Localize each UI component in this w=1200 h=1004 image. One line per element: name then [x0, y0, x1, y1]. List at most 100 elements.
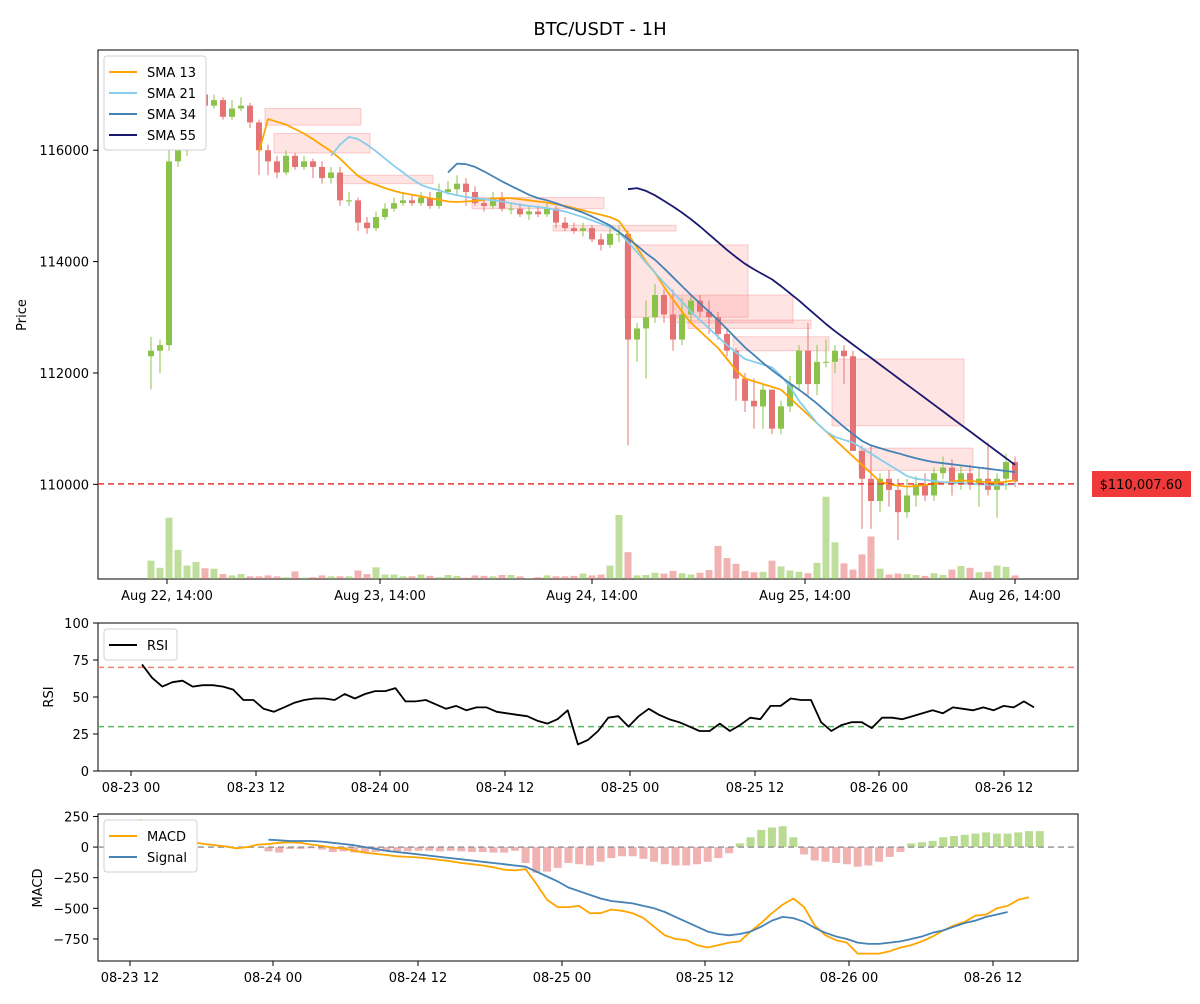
volume-bar	[363, 574, 371, 579]
candle-body	[688, 300, 694, 315]
volume-bar	[579, 573, 587, 579]
price-legend-entry: SMA 55	[147, 129, 196, 144]
macd-histogram-bar	[875, 847, 884, 862]
volume-bar	[615, 515, 623, 579]
price-panel: 110000 112000 114000 116000 Aug 22, 14:00 Aug…	[39, 49, 1079, 604]
volume-bar	[840, 563, 848, 579]
volume-bar	[489, 576, 497, 579]
candle-body	[481, 203, 487, 206]
candle-body	[166, 161, 172, 346]
volume-bar	[741, 570, 749, 579]
price-legend-entry: SMA 21	[147, 87, 196, 102]
sma34-line	[447, 162, 1016, 473]
macd-histogram-bar	[564, 847, 573, 863]
volume-bar	[597, 574, 605, 579]
candle-body	[310, 161, 316, 167]
candle-body	[643, 317, 649, 329]
volume-bar	[264, 575, 272, 579]
volume-bar	[543, 575, 551, 579]
rsi-xtick-label: 08-24 12	[476, 781, 534, 796]
macd-histogram-bar	[928, 840, 937, 848]
volume-bar	[408, 576, 416, 579]
volume-bar	[921, 575, 929, 579]
price-ytick-label: 116000	[39, 144, 89, 159]
macd-histogram-bar	[832, 847, 841, 863]
candle-body	[418, 197, 424, 204]
volume-bar	[723, 557, 731, 579]
volume-bar	[183, 565, 191, 579]
macd-histogram-bar	[468, 847, 477, 852]
rsi-legend-entry: RSI	[147, 639, 168, 654]
candle-body	[616, 233, 622, 235]
chart-title: BTC/USDT - 1H	[533, 19, 666, 40]
macd-plot-frame	[97, 813, 1079, 962]
macd-histogram-bar	[1035, 831, 1044, 848]
candle-body	[571, 228, 577, 231]
candle-body	[742, 378, 748, 401]
macd-ytick-label: 250	[64, 810, 89, 825]
candle-body	[805, 350, 811, 385]
candle-body	[670, 314, 676, 340]
rsi-legend	[103, 628, 178, 661]
volume-bar	[228, 575, 236, 579]
candle-body	[274, 161, 280, 173]
candle-body	[229, 108, 235, 117]
candle-body	[967, 473, 973, 485]
macd-histogram-bar	[682, 847, 691, 866]
candle-body	[634, 328, 640, 340]
macd-histogram-bar	[382, 847, 391, 852]
volume-bar	[588, 575, 596, 579]
macd-histogram-bar	[628, 847, 637, 857]
volume-bar	[993, 565, 1001, 579]
macd-histogram-bar	[414, 847, 423, 851]
macd-histogram-bar	[789, 837, 798, 848]
candle-body	[958, 473, 964, 485]
candle-body	[175, 150, 181, 162]
macd-histogram-bar	[1014, 832, 1023, 848]
candle-body	[751, 400, 757, 407]
candle-body	[553, 208, 559, 223]
volume-bar	[975, 572, 983, 579]
volume-bar	[255, 576, 263, 579]
rsi-panel: 0 25 50 75 100 08-23 00 08-23 12 08-24 00 08-24 …	[64, 617, 1079, 796]
macd-histogram-bar	[510, 847, 519, 851]
candle-body	[661, 295, 667, 315]
volume-bar	[354, 570, 362, 579]
volume-bar	[696, 572, 704, 579]
volume-bar	[417, 574, 425, 579]
macd-ytick-label: −500	[53, 902, 89, 917]
candle-body	[400, 200, 406, 204]
macd-histogram-bar	[746, 837, 755, 848]
macd-histogram-bar	[907, 843, 916, 848]
candle-body	[715, 317, 721, 334]
price-ylabel: Price	[15, 299, 30, 331]
rsi-xtick-label: 08-23 12	[227, 781, 285, 796]
macd-histogram-bar	[778, 826, 787, 848]
volume-bar	[147, 560, 155, 579]
candle-body	[526, 211, 532, 215]
rsi-xtick-label: 08-24 00	[351, 781, 409, 796]
macd-histogram-bar	[714, 847, 723, 859]
volume-bar	[291, 571, 299, 579]
macd-histogram-bar	[650, 847, 659, 862]
candle-body	[157, 345, 163, 351]
volume-bar	[561, 576, 569, 579]
volume-bar	[651, 572, 659, 579]
rsi-xtick-label: 08-26 00	[850, 781, 908, 796]
volume-bar	[759, 571, 767, 579]
macd-histogram-bar	[671, 847, 680, 866]
volume-bar	[174, 549, 182, 579]
rsi-ytick-label: 75	[72, 654, 89, 669]
volume-bar	[705, 570, 713, 579]
sma21-line	[330, 136, 1016, 487]
macd-histogram-bar	[800, 847, 809, 855]
macd-histogram-bar	[639, 847, 648, 859]
rsi-ylabel: RSI	[42, 686, 57, 707]
sma55-line	[627, 187, 1016, 466]
candle-body	[256, 122, 262, 151]
price-ytick-label: 112000	[39, 367, 89, 382]
candle-body	[679, 314, 685, 340]
volume-bar	[300, 577, 308, 579]
candle-body	[895, 489, 901, 513]
